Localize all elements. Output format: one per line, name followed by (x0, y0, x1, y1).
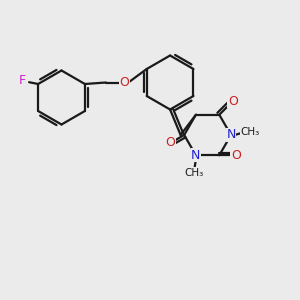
Text: CH₃: CH₃ (185, 168, 204, 178)
Text: O: O (166, 136, 176, 149)
Text: N: N (191, 149, 201, 162)
Text: CH₃: CH₃ (241, 127, 260, 137)
Text: O: O (119, 76, 129, 89)
Text: O: O (231, 149, 241, 162)
Text: N: N (226, 128, 236, 142)
Text: O: O (228, 95, 238, 108)
Text: F: F (19, 74, 26, 88)
